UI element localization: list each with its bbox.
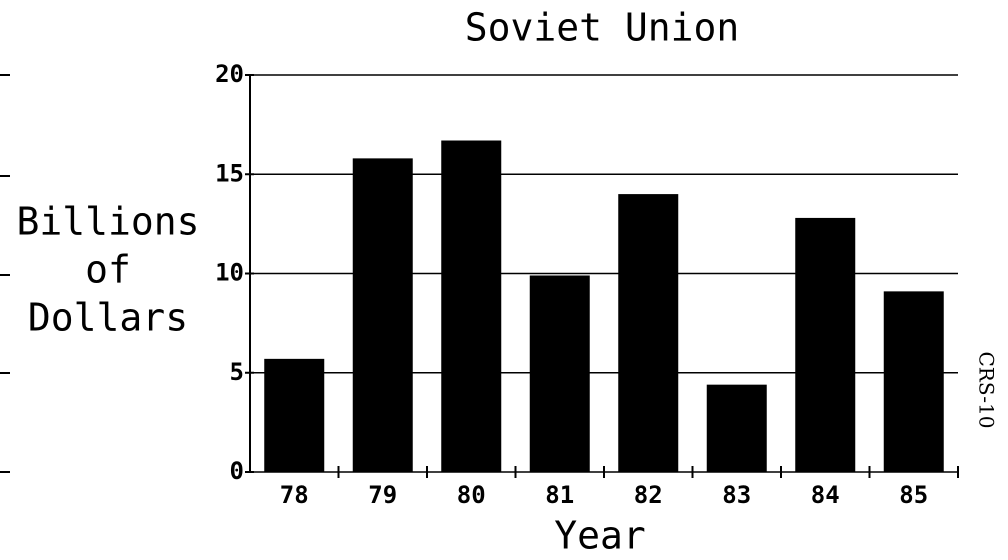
y-tick-label: 5: [230, 358, 244, 386]
y-axis-label: Dollars: [28, 296, 188, 340]
x-tick-label: 84: [811, 481, 840, 509]
bar: [618, 194, 679, 472]
neighbor-axis: [0, 74, 10, 473]
y-axis-label: Billions: [16, 200, 199, 244]
x-tick-label: 78: [280, 481, 309, 509]
x-tick-label: 81: [545, 481, 574, 509]
bar: [883, 291, 944, 472]
annotation: CRS-10: [975, 351, 999, 428]
x-axis-label: Year: [554, 514, 646, 558]
y-tick-label: 10: [215, 259, 244, 287]
bar: [706, 384, 767, 472]
x-tick-label: 85: [899, 481, 928, 509]
bar: [264, 358, 325, 472]
x-tick-label: 79: [368, 481, 397, 509]
x-tick-label: 83: [722, 481, 751, 509]
x-tick-label: 82: [634, 481, 663, 509]
x-tick-label: 80: [457, 481, 486, 509]
bar: [795, 217, 856, 472]
y-tick-label: 0: [230, 457, 244, 485]
y-axis-label: of: [85, 248, 131, 292]
bar: [441, 140, 502, 472]
y-tick-label: 15: [215, 159, 244, 187]
bar: [352, 158, 413, 472]
chart-title: Soviet Union: [465, 6, 740, 50]
bar: [529, 275, 590, 472]
y-tick-label: 20: [215, 60, 244, 88]
